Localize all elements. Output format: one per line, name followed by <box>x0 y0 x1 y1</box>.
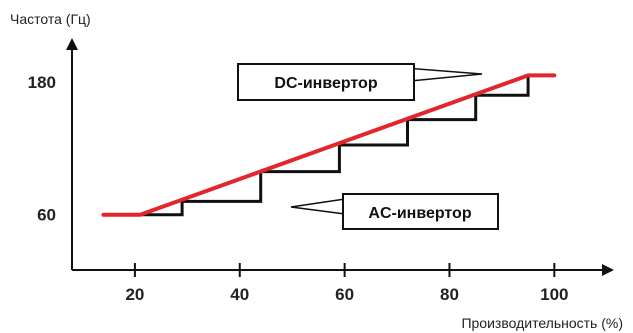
x-tick-label: 20 <box>125 285 144 304</box>
dc-inverter-series-line <box>101 73 557 217</box>
y-tick-label: 180 <box>28 73 56 92</box>
x-tick-label: 80 <box>440 285 459 304</box>
y-axis-title: Частота (Гц) <box>10 11 91 27</box>
ac-inverter-callout: AC-инвертор <box>290 193 499 230</box>
dc-callout-label: DC-инвертор <box>274 75 377 92</box>
y-axis-ticks: 60 180 <box>28 73 56 225</box>
x-tick-label: 100 <box>540 285 568 304</box>
ac-callout-label: AC-инвертор <box>368 205 471 222</box>
dc-callout-box <box>237 63 415 101</box>
x-axis-ticks: 20 40 60 80 100 <box>125 263 569 304</box>
x-tick-label: 60 <box>335 285 354 304</box>
ac-callout-pointer <box>290 198 346 215</box>
y-tick-label: 60 <box>37 206 56 225</box>
dc-inverter-callout: DC-инвертор <box>237 63 483 101</box>
ac-callout-box <box>342 193 499 230</box>
x-axis-title: Производительность (%) <box>461 315 623 331</box>
x-tick-label: 40 <box>230 285 249 304</box>
